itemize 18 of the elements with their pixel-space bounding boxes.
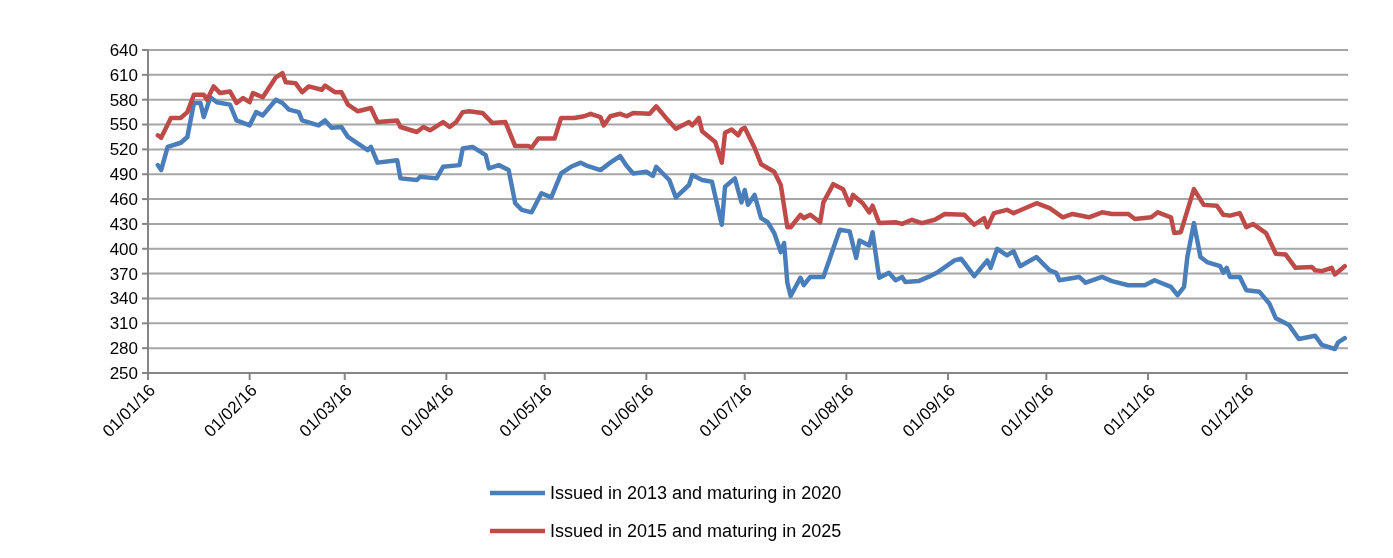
y-tick-label: 550 (109, 115, 138, 135)
line-series (155, 70, 1347, 277)
y-tick-label: 640 (109, 40, 138, 60)
y-tick-label: 610 (109, 65, 138, 85)
y-tick-label: 520 (109, 140, 138, 160)
y-tick-label: 310 (109, 314, 138, 334)
y-tick-label: 280 (109, 339, 138, 359)
y-tick-label: 460 (109, 190, 138, 210)
legend-label: Issued in 2013 and maturing in 2020 (550, 483, 842, 504)
y-tick-label: 370 (109, 264, 138, 284)
y-tick-label: 580 (109, 90, 138, 110)
y-tick-label: 490 (109, 165, 138, 185)
y-tick-label: 250 (109, 363, 138, 383)
y-tick-label: 340 (109, 289, 138, 309)
legend-label: Issued in 2015 and maturing in 2025 (550, 521, 842, 542)
line-series (155, 94, 1347, 352)
y-tick-label: 400 (109, 239, 138, 259)
y-tick-label: 430 (109, 214, 138, 234)
